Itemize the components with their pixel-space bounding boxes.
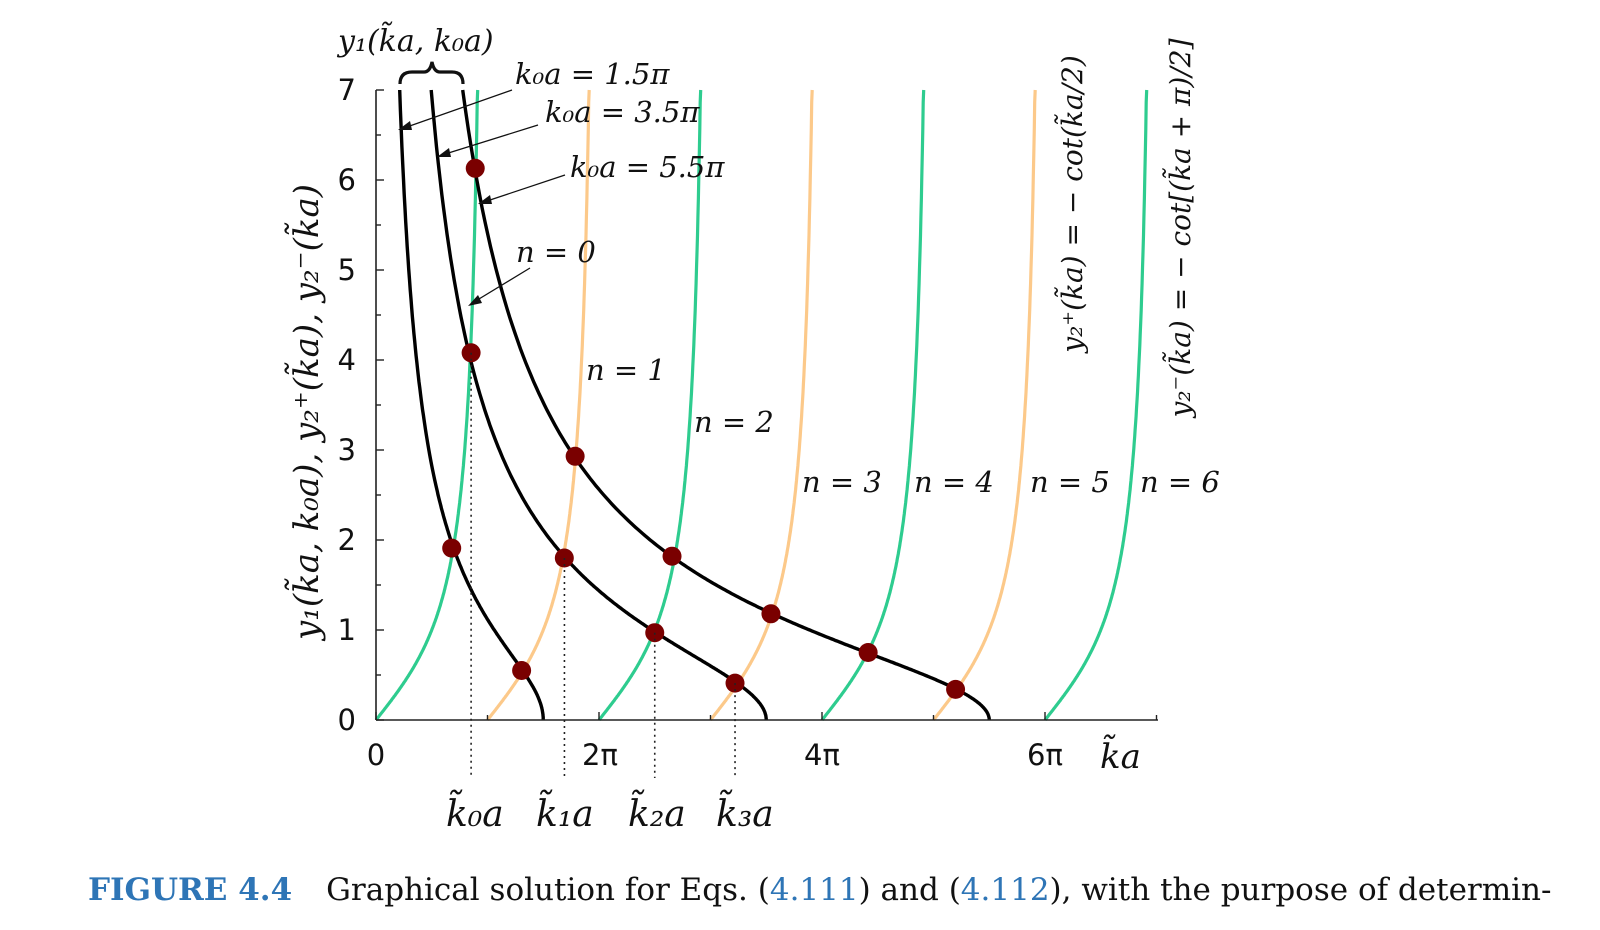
- intersection-point: [465, 158, 485, 178]
- y2-branch-n5: [932, 89, 1037, 722]
- y-tick-label: 0: [338, 703, 356, 737]
- x-tick-label: 6π: [1027, 738, 1063, 772]
- caption-text-3: ), with the purpose of determin-: [1049, 872, 1552, 908]
- equation-ref-2[interactable]: 4.112: [960, 872, 1050, 908]
- branch-label-plus: y₂⁺(k̃a) = − cot(k̃a/2): [1054, 55, 1089, 355]
- n-label-2: n = 2: [694, 405, 774, 439]
- arrow-heads: [398, 121, 492, 306]
- kn-label-0: k̃₀a: [446, 790, 504, 835]
- kn-label-3: k̃₃a: [716, 790, 774, 835]
- solution-guides: [470, 352, 736, 778]
- arrow-head: [468, 295, 482, 306]
- y-tick-labels: 0 1 2 3 4 5 6 7: [338, 73, 356, 737]
- intersection-point: [565, 446, 585, 466]
- y-tick-label: 2: [338, 523, 356, 557]
- arrow-head: [398, 121, 412, 130]
- equation-ref-1[interactable]: 4.111: [769, 872, 859, 908]
- arrow-k0a-3-5pi: [441, 124, 539, 156]
- bracket-label: y₁(k̃a, k₀a): [336, 21, 494, 59]
- n-label-6: n = 6: [1140, 465, 1220, 499]
- y-tick-label: 1: [338, 613, 356, 647]
- n-label-0: n = 0: [516, 235, 596, 269]
- y2-branch-n2: [597, 89, 703, 722]
- x-tick-label: 2π: [582, 738, 618, 772]
- x-tick-label: 4π: [804, 738, 840, 772]
- caption-text-1: Graphical solution for Eqs. (: [326, 872, 770, 908]
- y2-branch-n1: [486, 89, 591, 722]
- y2-branch-n0: [374, 89, 480, 722]
- arrow-head: [478, 195, 492, 204]
- intersection-point: [761, 604, 781, 624]
- axis-ticks: [375, 89, 1158, 721]
- figure-caption: FIGURE 4.4 Graphical solution for Eqs. (4…: [88, 872, 1588, 908]
- n-label-4: n = 4: [914, 465, 994, 499]
- caption-text-2: ) and (: [858, 872, 961, 908]
- y-tick-label: 7: [338, 73, 356, 107]
- y2-branch-n4: [820, 89, 926, 722]
- x-tick-labels: 0 2π 4π 6π: [367, 738, 1063, 772]
- k0a-annotations: [403, 89, 566, 303]
- y2-branch-n3: [709, 89, 814, 722]
- kn-label-2: k̃₂a: [628, 790, 686, 835]
- y-axis-label: y₁(k̃a, k₀a), y₂⁺(k̃a), y₂⁻(k̃a): [284, 184, 327, 642]
- y-tick-label: 3: [338, 433, 356, 467]
- intersection-point: [442, 538, 462, 558]
- n-label-3: n = 3: [802, 465, 882, 499]
- intersection-point: [662, 546, 682, 566]
- arrow-head: [437, 148, 451, 157]
- intersection-point: [512, 661, 532, 680]
- k0a-label-3: k₀a = 5.5π: [570, 150, 725, 184]
- y-tick-label: 5: [338, 253, 356, 287]
- n-label-5: n = 5: [1030, 465, 1110, 499]
- y-tick-label: 6: [338, 163, 356, 197]
- k0a-label-1: k₀a = 1.5π: [515, 57, 670, 91]
- figure-number: FIGURE 4.4: [88, 872, 293, 908]
- y-tick-label: 4: [338, 343, 356, 377]
- y1-bracket: [398, 61, 465, 85]
- y1-curve-0: [398, 89, 545, 721]
- x-axis-label: k̃a: [1100, 734, 1141, 777]
- arrow-k0a-5-5pi: [483, 174, 566, 203]
- k0a-label-2: k₀a = 3.5π: [545, 95, 700, 129]
- y2-branch-n6: [1043, 89, 1149, 722]
- n-label-1: n = 1: [586, 353, 666, 387]
- kn-label-1: k̃₁a: [536, 790, 594, 835]
- branch-label-minus: y₂⁻(k̃a) = − cot[(k̃a + π)/2]: [1162, 38, 1197, 419]
- arrow-k0a-1-5pi: [403, 89, 513, 129]
- x-tick-label: 0: [367, 738, 385, 772]
- arrow-n0: [473, 267, 531, 303]
- intersection-point: [858, 643, 878, 662]
- intersection-point: [946, 679, 966, 699]
